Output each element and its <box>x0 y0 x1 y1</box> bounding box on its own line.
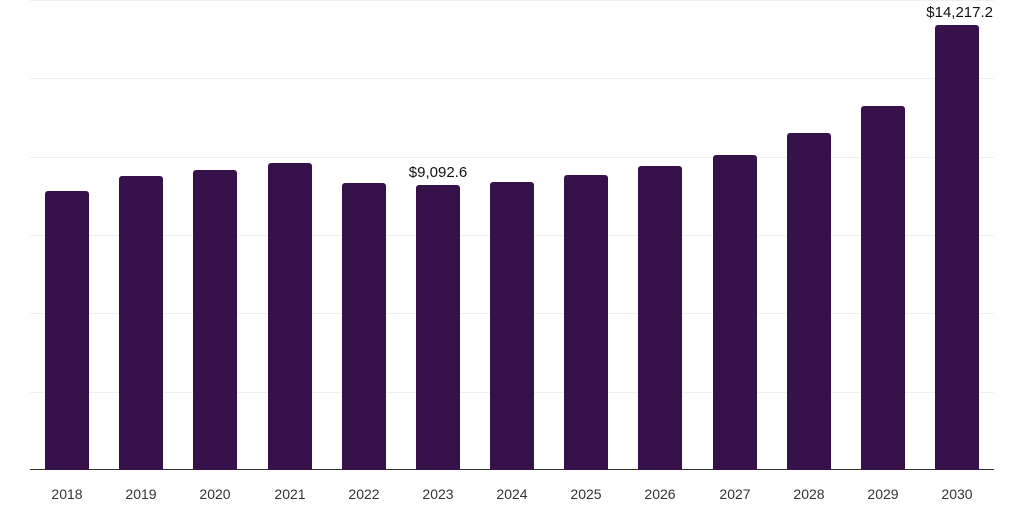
x-tick-label: 2021 <box>274 486 306 502</box>
x-tick-label: 2024 <box>496 486 528 502</box>
data-label: $9,092.6 <box>408 164 468 181</box>
bar-2018[interactable] <box>45 191 89 470</box>
x-tick-label: 2025 <box>570 486 602 502</box>
x-tick-label: 2026 <box>644 486 676 502</box>
bar-2021[interactable] <box>268 163 312 470</box>
bar-2028[interactable] <box>787 133 831 470</box>
bar-2024[interactable] <box>490 182 534 470</box>
x-tick-label: 2019 <box>125 486 157 502</box>
bar-2019[interactable] <box>119 176 163 470</box>
x-tick-label: 2023 <box>422 486 454 502</box>
x-tick-label: 2018 <box>51 486 83 502</box>
bar-2026[interactable] <box>638 166 682 470</box>
bar-2023[interactable] <box>416 185 460 470</box>
x-tick-label: 2020 <box>199 486 231 502</box>
gridline <box>30 78 994 79</box>
gridline <box>30 0 994 1</box>
bar-2020[interactable] <box>193 170 237 470</box>
x-tick-label: 2030 <box>941 486 973 502</box>
bar-2022[interactable] <box>342 183 386 470</box>
data-label: $14,217.2 <box>926 4 993 21</box>
bar-2025[interactable] <box>564 175 608 470</box>
x-tick-label: 2022 <box>348 486 380 502</box>
x-tick-label: 2029 <box>867 486 899 502</box>
bar-2029[interactable] <box>861 106 905 470</box>
x-tick-label: 2028 <box>793 486 825 502</box>
x-tick-label: 2027 <box>719 486 751 502</box>
bar-2027[interactable] <box>713 155 757 470</box>
bar-2030[interactable] <box>935 25 979 470</box>
gridline <box>30 157 994 158</box>
